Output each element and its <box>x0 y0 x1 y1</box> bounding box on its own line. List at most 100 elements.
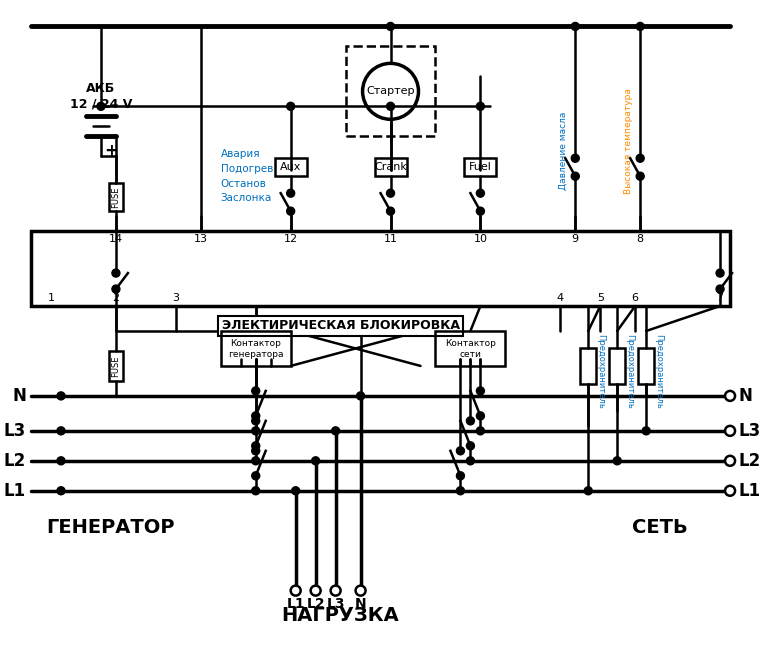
Circle shape <box>716 269 724 277</box>
Text: АКБ
12 / 24 V: АКБ 12 / 24 V <box>70 82 132 110</box>
Text: 3: 3 <box>173 293 179 303</box>
Text: L1: L1 <box>286 597 305 610</box>
Circle shape <box>252 447 260 455</box>
Text: ГЕНЕРАТОР: ГЕНЕРАТОР <box>47 518 175 537</box>
Circle shape <box>716 285 724 293</box>
Circle shape <box>476 412 485 420</box>
Bar <box>374 158 407 176</box>
Text: L3: L3 <box>327 597 345 610</box>
Circle shape <box>476 207 485 215</box>
Circle shape <box>252 442 260 450</box>
Bar <box>109 351 123 381</box>
Circle shape <box>287 102 295 110</box>
Text: Предохранитель: Предохранитель <box>653 333 663 408</box>
Circle shape <box>636 154 644 162</box>
Circle shape <box>584 487 592 495</box>
Circle shape <box>636 172 644 180</box>
Circle shape <box>252 412 260 420</box>
Text: Авария
Подогрев
Останов
Заслонка: Авария Подогрев Останов Заслонка <box>221 149 273 203</box>
Bar <box>581 348 596 384</box>
Text: 6: 6 <box>632 293 639 303</box>
Text: ЭЛЕКТИРИЧЕСКАЯ БЛОКИРОВКА: ЭЛЕКТИРИЧЕСКАЯ БЛОКИРОВКА <box>222 320 459 333</box>
Bar <box>465 158 496 176</box>
Circle shape <box>57 392 65 400</box>
Circle shape <box>387 23 394 30</box>
Text: Контактор
сети: Контактор сети <box>445 339 495 359</box>
Bar <box>436 331 505 366</box>
Circle shape <box>456 487 465 495</box>
Bar <box>109 183 123 211</box>
Text: L3: L3 <box>4 422 26 440</box>
Circle shape <box>466 417 475 425</box>
Text: FUSE: FUSE <box>111 187 120 208</box>
Circle shape <box>57 427 65 435</box>
Text: N: N <box>738 387 752 405</box>
Circle shape <box>291 487 300 495</box>
Text: 9: 9 <box>571 234 579 244</box>
Circle shape <box>456 472 465 480</box>
Circle shape <box>57 457 65 465</box>
Circle shape <box>466 442 475 450</box>
Text: Предохранитель: Предохранитель <box>596 333 604 408</box>
Circle shape <box>725 391 735 401</box>
Text: L1: L1 <box>4 482 26 500</box>
Text: 14: 14 <box>109 234 123 244</box>
Text: 11: 11 <box>384 234 397 244</box>
Circle shape <box>387 102 394 110</box>
Circle shape <box>287 189 295 197</box>
Circle shape <box>311 586 321 596</box>
Circle shape <box>476 189 485 197</box>
Circle shape <box>287 207 295 215</box>
Text: Предохранитель: Предохранитель <box>624 333 634 408</box>
Text: Стартер: Стартер <box>367 87 415 96</box>
Circle shape <box>97 102 105 110</box>
Text: 5: 5 <box>597 293 604 303</box>
Circle shape <box>252 457 260 465</box>
Circle shape <box>331 586 341 596</box>
Circle shape <box>476 427 485 435</box>
Circle shape <box>291 586 301 596</box>
Circle shape <box>252 472 260 480</box>
Circle shape <box>725 456 735 466</box>
Text: L3: L3 <box>738 422 760 440</box>
Circle shape <box>571 154 579 162</box>
Text: Fuel: Fuel <box>469 162 492 172</box>
Text: L2: L2 <box>738 452 760 470</box>
Text: +: + <box>104 142 118 160</box>
Text: Высокая температура: Высокая температура <box>624 89 633 194</box>
Bar <box>346 47 436 136</box>
Text: 1: 1 <box>48 293 54 303</box>
Circle shape <box>476 102 485 110</box>
Bar <box>275 158 307 176</box>
Text: N: N <box>12 387 26 405</box>
Bar <box>609 348 625 384</box>
Circle shape <box>725 426 735 436</box>
Text: N: N <box>355 597 367 610</box>
Bar <box>31 231 730 306</box>
Text: Давление масла: Давление масла <box>559 112 568 191</box>
Circle shape <box>57 487 65 495</box>
Text: L1: L1 <box>738 482 760 500</box>
Text: Контактор
генератора: Контактор генератора <box>228 339 284 359</box>
Text: 7: 7 <box>716 293 723 303</box>
Circle shape <box>387 207 394 215</box>
Text: L2: L2 <box>306 597 325 610</box>
Text: FUSE: FUSE <box>111 355 120 377</box>
Text: Aux: Aux <box>280 162 301 172</box>
Circle shape <box>331 427 340 435</box>
Text: L2: L2 <box>4 452 26 470</box>
Bar <box>221 331 291 366</box>
Circle shape <box>456 447 465 455</box>
Text: 13: 13 <box>194 234 208 244</box>
Circle shape <box>614 457 621 465</box>
Circle shape <box>725 486 735 495</box>
Text: Crank: Crank <box>374 162 407 172</box>
Text: 8: 8 <box>637 234 644 244</box>
Circle shape <box>311 457 320 465</box>
Circle shape <box>476 387 485 395</box>
Text: НАГРУЗКА: НАГРУЗКА <box>281 606 400 625</box>
Circle shape <box>252 417 260 425</box>
Circle shape <box>357 392 364 400</box>
Bar <box>31 231 730 306</box>
Text: 12: 12 <box>284 234 298 244</box>
